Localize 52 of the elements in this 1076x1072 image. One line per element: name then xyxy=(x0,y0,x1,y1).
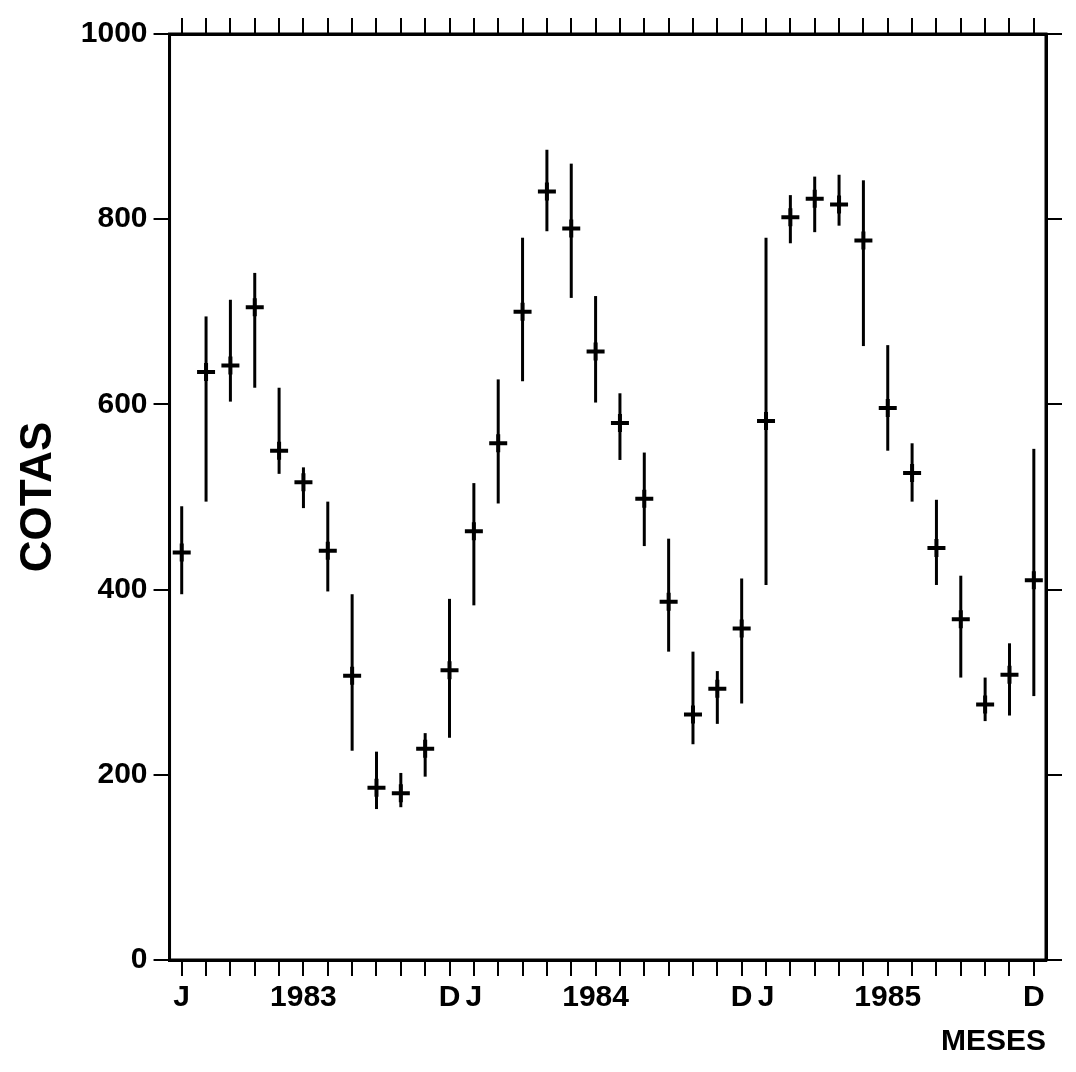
point xyxy=(706,677,729,700)
x-tick-label: 1985 xyxy=(854,979,922,1013)
point xyxy=(803,187,826,210)
point xyxy=(462,520,485,543)
x-tick-label: 1983 xyxy=(270,979,337,1013)
x-axis-title: MESES xyxy=(940,1023,1046,1057)
point xyxy=(681,703,704,726)
point xyxy=(243,296,266,319)
y-tick-label: 400 xyxy=(97,570,148,604)
y-tick-label: 1000 xyxy=(80,15,148,49)
y-axis-title: COTAS xyxy=(10,421,60,573)
point xyxy=(657,590,680,613)
x-tick-label: J xyxy=(465,979,483,1013)
x-tick-label: J xyxy=(757,979,775,1013)
point xyxy=(779,206,802,229)
point xyxy=(584,340,607,363)
point xyxy=(828,193,851,216)
point xyxy=(949,608,972,631)
point xyxy=(560,217,583,240)
point xyxy=(438,659,461,682)
point xyxy=(195,360,218,383)
point xyxy=(268,439,291,462)
point xyxy=(414,737,437,760)
point xyxy=(170,541,193,564)
point xyxy=(487,432,510,455)
y-tick-label: 0 xyxy=(130,941,148,975)
point xyxy=(341,664,364,687)
point xyxy=(292,471,315,494)
point xyxy=(876,397,899,420)
point xyxy=(974,693,997,716)
point xyxy=(511,300,534,323)
x-tick-label: D xyxy=(1022,979,1045,1013)
y-tick-label: 800 xyxy=(97,200,148,234)
x-tick-label: D xyxy=(438,979,461,1013)
point xyxy=(755,410,778,433)
x-tick-label: J xyxy=(173,979,191,1013)
point xyxy=(365,776,388,799)
y-tick-label: 600 xyxy=(97,385,148,419)
point xyxy=(608,411,631,434)
point xyxy=(316,539,339,562)
point xyxy=(219,354,242,377)
point xyxy=(1022,569,1045,592)
y-tick-label: 200 xyxy=(97,756,148,790)
point xyxy=(925,536,948,559)
point xyxy=(998,663,1021,686)
point xyxy=(535,180,558,203)
point xyxy=(901,461,924,484)
x-tick-label: 1984 xyxy=(562,979,630,1013)
point xyxy=(852,229,875,252)
point xyxy=(633,487,656,510)
x-tick-label: D xyxy=(730,979,753,1013)
point xyxy=(730,617,753,640)
